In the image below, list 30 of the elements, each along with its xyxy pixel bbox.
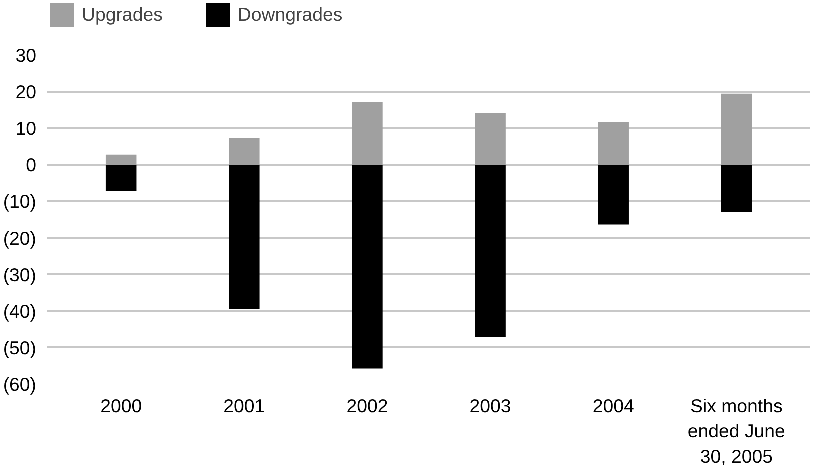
x-tick-label: 2003 — [470, 396, 512, 416]
bar — [106, 165, 137, 192]
x-tick-label: 2001 — [224, 396, 266, 416]
bar — [352, 102, 383, 166]
y-tick-label: (10) — [3, 191, 37, 212]
bar — [106, 154, 137, 166]
y-tick-label: (60) — [3, 374, 37, 395]
y-tick-label: (40) — [3, 300, 37, 322]
y-tick-label: 0 — [26, 154, 37, 176]
y-tick-label: 10 — [16, 118, 37, 140]
x-tick-label: 2002 — [346, 396, 388, 416]
bar — [475, 165, 506, 338]
y-tick-label: 20 — [16, 82, 37, 103]
bar — [229, 165, 260, 310]
bar — [352, 165, 383, 369]
legend-label: Downgrades — [238, 4, 343, 26]
legend-label: Upgrades — [82, 4, 163, 26]
bar — [475, 113, 506, 166]
x-tick-label: 2000 — [100, 396, 142, 416]
bar — [598, 122, 629, 166]
bar — [721, 94, 752, 166]
x-tick-label: 2004 — [592, 396, 634, 416]
x-tick-label: Six months ended June 30, 2005 — [688, 396, 786, 467]
bar — [598, 165, 629, 225]
bar — [721, 165, 752, 212]
y-tick-label: (30) — [3, 264, 37, 286]
y-tick-label: (50) — [3, 337, 37, 358]
bar — [229, 138, 260, 166]
y-tick-label: (20) — [3, 228, 37, 249]
y-tick-label: 30 — [16, 45, 37, 66]
